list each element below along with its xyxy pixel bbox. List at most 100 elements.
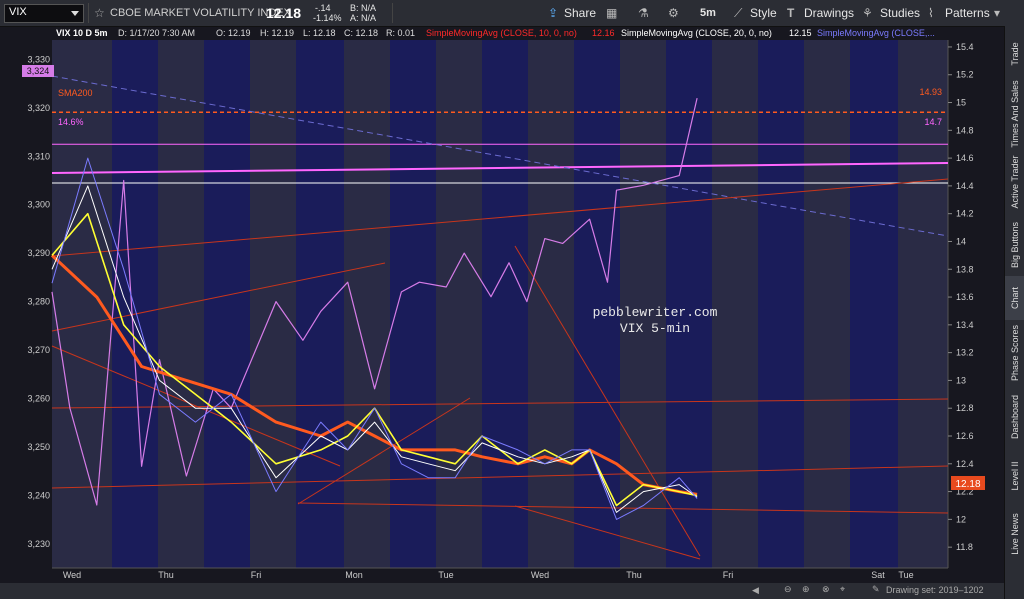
timeframe-selector[interactable]: 5m	[700, 7, 716, 19]
x-tick-label: Fri	[723, 570, 734, 580]
study-header-sma10-value: 12.16	[592, 28, 615, 38]
session-band	[666, 40, 712, 568]
last-price-label-bg	[951, 476, 985, 490]
study-header-open: O: 12.19	[216, 28, 251, 38]
current-left-label: 3,324	[27, 66, 50, 76]
grid-icon[interactable]: ▦	[606, 6, 618, 20]
annotation-site: pebblewriter.com	[593, 305, 718, 320]
right-tick-label: 14.6	[956, 153, 974, 163]
session-band	[204, 40, 250, 568]
symbol-selector[interactable]: VIX	[4, 4, 84, 23]
side-tab-label: Dashboard	[1010, 394, 1020, 440]
study-header-sma20-value: 12.15	[789, 28, 812, 38]
right-tick-label: 13.8	[956, 264, 974, 274]
pencil-icon[interactable]: ✎	[872, 584, 880, 594]
x-tick-label: Fri	[251, 570, 262, 580]
status-bar: ◀ ⊖ ⊕ ⊗ ⌖ ✎ Drawing set: 2019–1202	[0, 583, 1004, 599]
x-tick-label: Tue	[898, 570, 913, 580]
zoom-in-icon[interactable]: ⊕	[802, 584, 810, 594]
right-tick-label: 15	[956, 98, 966, 108]
left-tick-label: 3,230	[27, 539, 50, 549]
price-change-pct: -1.14%	[313, 13, 342, 23]
patterns-menu[interactable]: Patterns	[945, 6, 990, 20]
gear-icon[interactable]: ⚙	[668, 6, 679, 20]
side-tab-chart[interactable]: Chart	[1005, 276, 1024, 320]
trend-line	[51, 465, 949, 489]
current-left-label-bg	[22, 65, 54, 77]
right-tick-label: 12.4	[956, 459, 974, 469]
drawings-icon: T	[787, 6, 795, 20]
side-tab-label: Active Trader	[1010, 155, 1020, 209]
lock-icon[interactable]: ⊗	[822, 584, 830, 594]
left-tick-label: 3,300	[27, 200, 50, 210]
sma-white-line	[51, 185, 698, 513]
session-band	[712, 40, 758, 568]
session-band	[898, 40, 948, 568]
study-header-range: R: 0.01	[386, 28, 415, 38]
sma-yellow-line	[51, 212, 698, 507]
trend-line	[514, 505, 701, 560]
right-tick-label: 15.2	[956, 70, 974, 80]
studies-menu[interactable]: Studies	[880, 6, 921, 20]
x-tick-label: Tue	[438, 570, 453, 580]
left-tick-label: 3,270	[27, 345, 50, 355]
side-tab-label: Trade	[1010, 42, 1020, 66]
left-tick-label: 3,250	[27, 442, 50, 452]
study-header-close: C: 12.18	[344, 28, 378, 38]
price-chart[interactable]: 3,230 3,240 3,250 3,260 3,270 3,280 3,290 3,300…	[0, 26, 1004, 583]
more-icon[interactable]: ▾	[994, 6, 1001, 20]
price-change: -.14	[315, 3, 331, 13]
drawings-menu[interactable]: Drawings	[804, 6, 855, 20]
study-header-sma10: SimpleMovingAvg (CLOSE, 10, 0, no)	[426, 28, 577, 38]
left-tick-label: 3,280	[27, 297, 50, 307]
study-header-low: L: 12.18	[303, 28, 336, 38]
side-tab-dashboard[interactable]: Dashboard	[1005, 386, 1024, 448]
trend-line	[514, 245, 701, 557]
crosshair-icon[interactable]: ⌖	[840, 584, 846, 594]
drawing-set-label[interactable]: Drawing set: 2019–1202	[886, 585, 984, 595]
trend-line	[51, 262, 386, 332]
trend-line	[51, 345, 341, 467]
flask-icon[interactable]: ⚗	[638, 6, 649, 20]
zoom-out-icon[interactable]: ⊖	[784, 584, 792, 594]
annotation-caption: VIX 5-min	[620, 321, 690, 336]
side-tab-trade[interactable]: Trade	[1005, 30, 1024, 78]
level-line-magenta	[51, 162, 949, 174]
level-label-sma200: SMA200	[58, 88, 93, 98]
side-tab-active-trader[interactable]: Active Trader	[1005, 150, 1024, 214]
level-label-146: 14.6%	[58, 117, 84, 127]
left-tick-label: 3,290	[27, 248, 50, 258]
side-tab-level-ii[interactable]: Level II	[1005, 448, 1024, 504]
chevron-down-icon	[71, 11, 79, 16]
toolbar: VIX ☆ CBOE MARKET VOLATILITY INDEX 12.18…	[0, 0, 1024, 27]
session-band	[850, 40, 898, 568]
right-tick-label: 14.8	[956, 125, 974, 135]
favorite-icon[interactable]: ☆	[94, 6, 105, 20]
side-tab-live-news[interactable]: Live News	[1005, 504, 1024, 564]
session-band	[574, 40, 620, 568]
study-header-sma20: SimpleMovingAvg (CLOSE, 20, 0, no)	[621, 28, 772, 38]
share-button[interactable]: Share	[564, 6, 597, 20]
right-tick-label: 12.6	[956, 431, 974, 441]
share-icon[interactable]: ⇪	[548, 6, 559, 20]
side-tab-big-buttons[interactable]: Big Buttons	[1005, 214, 1024, 276]
session-band	[758, 40, 804, 568]
right-tick-label: 11.8	[956, 542, 973, 552]
right-tick-label: 13.2	[956, 348, 974, 358]
scroll-left-icon[interactable]: ◀	[752, 585, 759, 595]
style-icon: ⟋	[734, 6, 743, 20]
right-tick-label: 12	[956, 514, 966, 524]
side-tab-label: Times And Sales	[1010, 80, 1020, 148]
session-band	[250, 40, 296, 568]
side-tab-times-and-sales[interactable]: Times And Sales	[1005, 78, 1024, 150]
side-tab-label: Level II	[1010, 461, 1020, 491]
side-tab-phase-scores[interactable]: Phase Scores	[1005, 320, 1024, 386]
right-tick-label: 12.2	[956, 487, 974, 497]
right-tick-label: 15.4	[956, 42, 974, 52]
last-price: 12.18	[266, 5, 302, 21]
trend-line	[51, 398, 949, 409]
style-menu[interactable]: Style	[750, 6, 777, 20]
side-tab-bar: Trade Times And Sales Active Trader Big But…	[1004, 26, 1024, 599]
right-tick-label: 13.6	[956, 292, 974, 302]
side-tab-label: Phase Scores	[1010, 324, 1020, 382]
